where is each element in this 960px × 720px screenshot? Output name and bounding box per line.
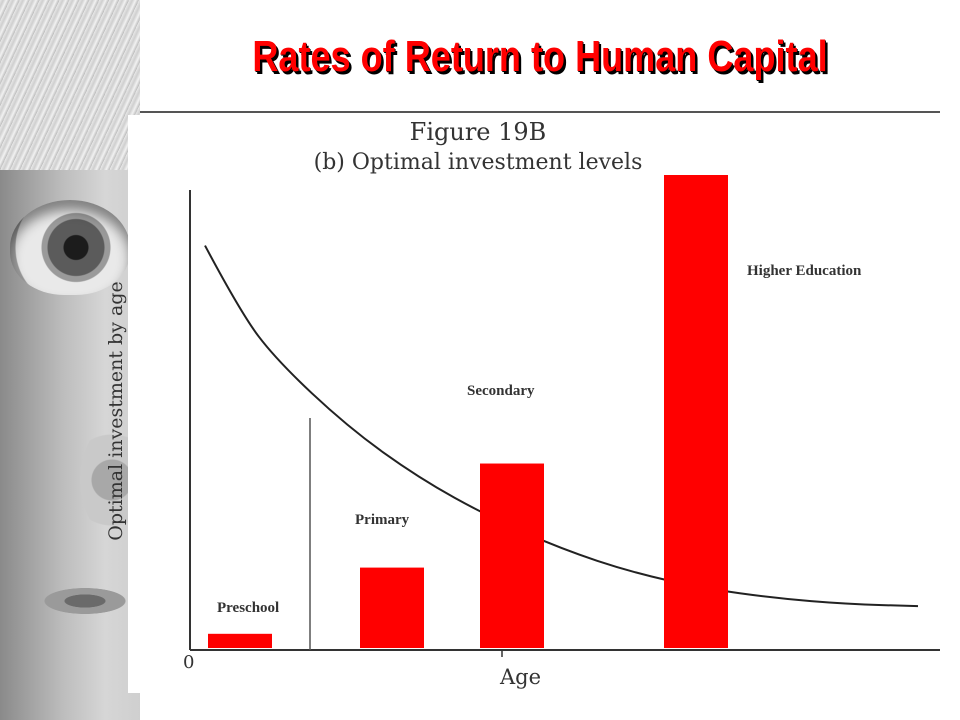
bar-label-higher-education: Higher Education [747,263,862,279]
y-axis-label: Optimal investment by age [105,281,127,541]
x-axis-label: Age [500,665,542,689]
eye-image [10,200,130,295]
bar-label-preschool: Preschool [217,600,280,616]
bar-label-secondary: Secondary [467,383,535,399]
title-divider [140,111,940,113]
figure-subtitle: (b) Optimal investment levels [313,150,643,175]
bar-higher-education [664,175,728,648]
hair-texture [0,0,140,170]
x-axis-origin-label: 0 [183,652,195,673]
bar-secondary [480,463,544,648]
figure-number: Figure 19B [409,118,547,146]
bar-primary [360,567,424,648]
slide-title: Rates of Return to Human Capital [252,32,828,81]
bar-label-primary: Primary [355,512,410,528]
bar-preschool [208,633,272,648]
lip-image [10,585,140,625]
return-curve [204,245,919,608]
